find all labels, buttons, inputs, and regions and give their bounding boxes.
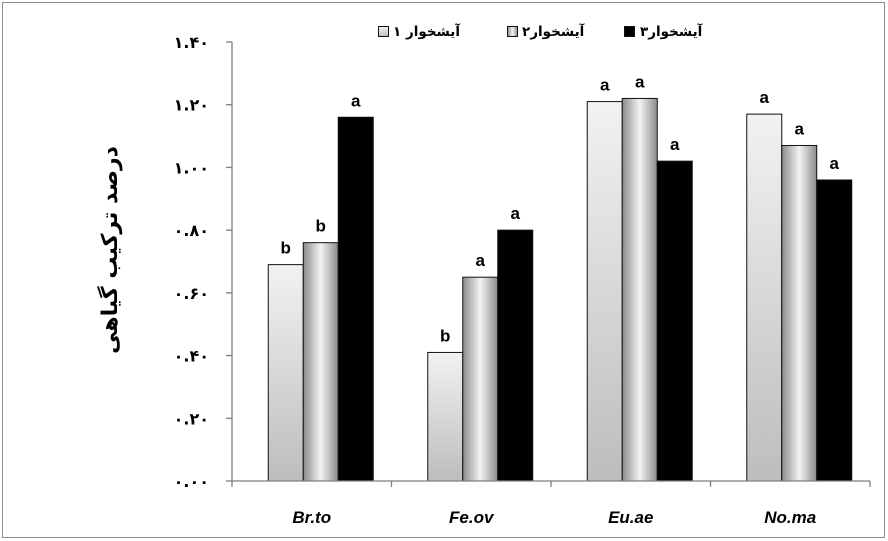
- bar-s3-no-ma: [816, 179, 853, 482]
- legend-item-3: آیشخوار۳: [624, 23, 703, 40]
- data-label-s2-fe-ov: a: [476, 251, 486, 270]
- legend-item-1: آیشخوار ۱: [378, 23, 460, 40]
- y-tick-label-3: ۰.۶۰: [174, 284, 209, 303]
- legend-label-2: آیشخوار۲: [522, 23, 585, 40]
- legend-swatch-1: [378, 26, 389, 37]
- data-label-s1-no-ma: a: [760, 88, 770, 107]
- y-tick-label-7: ۱.۴۰: [174, 33, 209, 52]
- data-label-s1-eu-ae: a: [600, 76, 610, 95]
- bar-s1-fe-ov: [427, 351, 464, 482]
- data-label-s1-br-to: b: [281, 239, 291, 258]
- data-label-s1-fe-ov: b: [440, 326, 450, 345]
- data-label-s3-no-ma: a: [830, 154, 840, 173]
- data-label-s2-no-ma: a: [795, 119, 805, 138]
- data-label-s3-fe-ov: a: [511, 204, 521, 223]
- y-axis-title: درصد ترکیب گیاهی: [96, 146, 123, 354]
- y-tick-label-4: ۰.۸۰: [174, 221, 209, 240]
- bar-s1-eu-ae: [586, 101, 623, 482]
- data-label-s2-eu-ae: a: [635, 72, 645, 91]
- bar-s2-br-to: [302, 242, 339, 482]
- y-tick-label-0: ۰.۰۰: [174, 472, 209, 491]
- y-tick-label-5: ۱.۰۰: [174, 158, 209, 177]
- bar-s2-fe-ov: [462, 276, 499, 482]
- x-tick-label-no-ma: No.ma: [764, 508, 816, 527]
- data-label-s3-br-to: a: [351, 91, 361, 110]
- bar-s3-br-to: [337, 116, 374, 482]
- legend-swatch-2: [507, 26, 518, 37]
- legend-swatch-3: [624, 26, 635, 37]
- plot-area: ۰.۰۰ ۰.۲۰ ۰.۴۰ ۰.۶۰ ۰.۸۰ ۱.۰۰ ۱.۲۰ ۱.۴۰ Br.to b b a…: [174, 33, 871, 527]
- x-tick-label-br-to: Br.to: [292, 508, 331, 527]
- bar-s2-no-ma: [781, 144, 818, 482]
- bar-s3-fe-ov: [497, 229, 534, 482]
- data-label-s3-eu-ae: a: [670, 135, 680, 154]
- legend-label-1: آیشخوار ۱: [393, 23, 460, 40]
- legend-item-2: آیشخوار۲: [507, 23, 585, 40]
- bar-s1-br-to: [267, 264, 304, 482]
- legend-label-3: آیشخوار۳: [640, 23, 703, 40]
- x-tick-label-eu-ae: Eu.ae: [608, 508, 653, 527]
- bar-s2-eu-ae: [621, 97, 658, 482]
- legend: آیشخوار ۱ آیشخوار۲ آیشخوار۳: [378, 23, 703, 40]
- bar-s1-no-ma: [746, 113, 783, 482]
- y-tick-label-1: ۰.۲۰: [174, 409, 209, 428]
- bar-s3-eu-ae: [656, 160, 693, 482]
- data-label-s2-br-to: b: [316, 217, 326, 236]
- y-tick-label-2: ۰.۴۰: [174, 347, 209, 366]
- x-tick-label-fe-ov: Fe.ov: [449, 508, 495, 527]
- y-tick-label-6: ۱.۲۰: [174, 96, 209, 115]
